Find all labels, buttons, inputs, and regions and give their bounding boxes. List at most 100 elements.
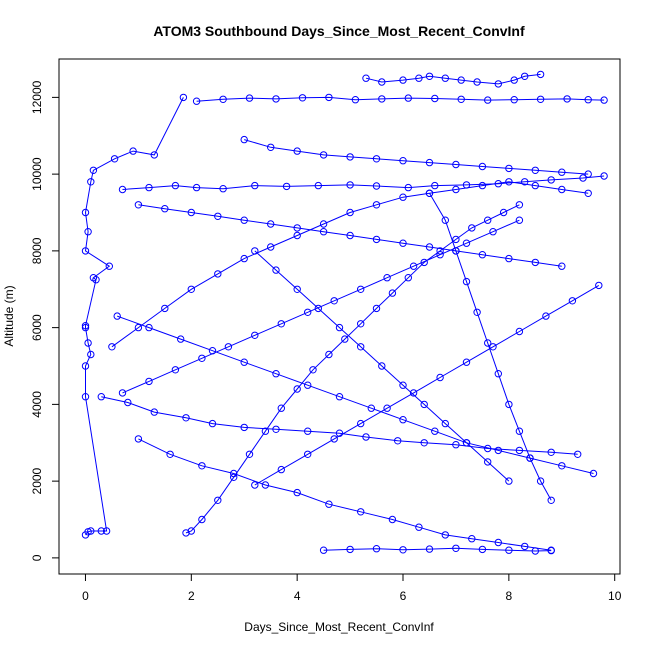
data-point [505,546,513,554]
data-point [161,205,169,213]
data-point [367,404,375,412]
data-point [515,427,524,435]
data-point [293,385,301,393]
data-point [346,208,354,217]
data-point [97,393,106,401]
data-point [267,220,275,228]
data-point [304,427,312,435]
data-point [505,254,513,263]
data-point [208,419,217,428]
data-point [171,366,180,374]
data-point [214,270,222,278]
data-point [346,231,354,240]
data-point [251,331,259,339]
data-point [399,416,407,424]
data-series [251,247,513,485]
data-point [219,95,227,104]
data-point [388,289,397,297]
data-point [452,441,460,449]
data-point [277,320,285,328]
data-point [192,97,201,105]
data-point [372,545,381,553]
data-series [319,544,555,555]
data-point [536,70,545,79]
data-point [309,366,317,374]
data-point [110,155,119,163]
data-point [468,224,476,232]
data-point [198,515,206,524]
data-point [515,216,524,224]
data-point [494,446,502,455]
data-point [404,183,412,192]
data-point [81,323,90,332]
data-point [87,350,95,359]
data-point [452,160,460,169]
data-point [277,465,285,474]
data-point [261,427,270,435]
data-point [87,178,95,186]
data-point [304,308,312,316]
series-line [138,438,552,551]
data-point [378,95,386,103]
data-point [84,228,92,236]
data-point [558,185,566,194]
data-point [521,178,529,186]
data-point [314,181,322,190]
data-point [484,216,492,224]
data-point [531,166,539,175]
data-point [558,462,566,470]
data-point [521,72,529,81]
data-point [462,358,471,366]
data-point [208,347,217,355]
data-point [304,450,312,458]
data-series [192,93,608,105]
data-point [293,231,301,240]
y-tick-label: 0 [30,554,44,561]
data-point [378,78,386,86]
series-line [244,139,589,175]
y-tick-label: 6000 [30,314,44,341]
data-point [240,254,248,263]
data-point [536,95,545,104]
data-point [335,393,344,401]
data-point [531,547,539,555]
data-series [240,135,592,178]
data-point [415,74,423,82]
data-point [420,400,428,409]
data-point [319,546,328,554]
data-point [521,542,529,551]
data-point [478,251,487,259]
data-point [84,339,92,347]
data-series [425,189,555,504]
data-point [547,176,555,184]
data-point [134,323,143,332]
data-point [161,304,169,313]
data-point [372,304,381,313]
plot-frame [58,58,621,575]
data-point [457,76,465,84]
data-series [108,178,592,351]
y-tick-label: 2000 [30,467,44,494]
data-point [272,95,280,103]
data-point [452,544,460,552]
data-point [346,181,354,189]
series-line [254,284,600,486]
data-point [494,538,502,547]
data-point [108,343,116,351]
data-point [547,448,555,456]
data-point [171,181,180,190]
series-line [365,73,541,85]
data-point [441,531,449,539]
data-point [240,358,248,366]
x-tick-label: 8 [506,589,513,603]
data-point [420,258,428,267]
data-point [425,545,434,553]
data-point [272,425,280,433]
data-series [362,70,545,88]
data-point [330,297,338,305]
data-point [97,527,106,535]
data-point [282,182,291,191]
data-point [531,181,539,190]
data-point [150,408,159,416]
series-line [101,396,578,455]
